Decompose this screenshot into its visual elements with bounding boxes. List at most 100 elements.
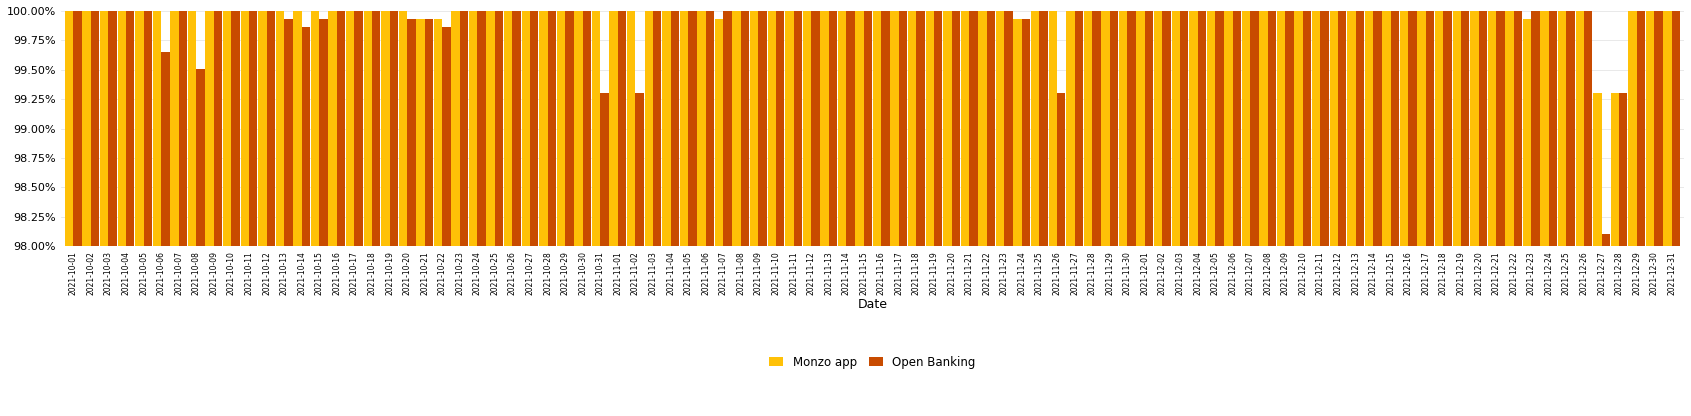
Bar xyxy=(1295,11,1302,246)
Bar xyxy=(1576,11,1584,246)
Bar xyxy=(64,11,73,246)
Bar xyxy=(776,11,785,246)
Bar xyxy=(1356,11,1365,246)
Bar xyxy=(337,11,345,246)
Bar xyxy=(259,11,267,246)
Bar xyxy=(1032,11,1040,246)
Bar xyxy=(846,11,854,246)
X-axis label: Date: Date xyxy=(857,298,888,311)
Bar xyxy=(267,11,276,246)
Bar xyxy=(1197,11,1206,246)
Bar xyxy=(1664,11,1672,246)
Bar xyxy=(1566,11,1574,246)
Bar xyxy=(152,11,161,246)
Bar xyxy=(487,11,495,246)
Bar xyxy=(1373,11,1382,246)
Bar xyxy=(1532,11,1541,246)
Bar xyxy=(171,11,179,246)
Bar xyxy=(1136,11,1145,246)
Bar xyxy=(495,11,504,246)
Bar xyxy=(504,11,512,246)
Bar xyxy=(477,11,485,246)
Bar xyxy=(424,19,433,246)
Bar xyxy=(1074,11,1082,246)
Bar xyxy=(1285,11,1294,246)
Legend: Monzo app, Open Banking: Monzo app, Open Banking xyxy=(764,351,981,373)
Bar xyxy=(460,11,468,246)
Bar xyxy=(979,11,988,246)
Bar xyxy=(1497,11,1505,246)
Bar xyxy=(1672,11,1681,246)
Bar xyxy=(451,11,460,246)
Bar xyxy=(1260,11,1268,246)
Bar xyxy=(1524,19,1532,246)
Bar xyxy=(1628,11,1637,246)
Bar xyxy=(1584,11,1593,246)
Bar xyxy=(1610,93,1618,246)
Bar xyxy=(891,11,900,246)
Bar xyxy=(1224,11,1233,246)
Bar xyxy=(1436,11,1444,246)
Bar xyxy=(1601,234,1610,246)
Bar xyxy=(575,11,583,246)
Bar xyxy=(933,11,942,246)
Bar xyxy=(355,11,364,246)
Bar xyxy=(1048,11,1057,246)
Bar xyxy=(996,11,1004,246)
Bar xyxy=(609,11,617,246)
Bar xyxy=(820,11,829,246)
Bar xyxy=(328,11,337,246)
Bar xyxy=(663,11,671,246)
Bar xyxy=(785,11,793,246)
Bar xyxy=(108,11,117,246)
Bar xyxy=(1453,11,1461,246)
Bar xyxy=(276,11,284,246)
Bar xyxy=(881,11,889,246)
Bar xyxy=(161,52,169,246)
Bar xyxy=(583,11,592,246)
Bar xyxy=(671,11,680,246)
Bar xyxy=(548,11,556,246)
Bar xyxy=(1268,11,1277,246)
Bar xyxy=(960,11,969,246)
Bar xyxy=(380,11,389,246)
Bar xyxy=(399,11,408,246)
Bar xyxy=(232,11,240,246)
Bar xyxy=(1092,11,1101,246)
Bar xyxy=(1021,19,1030,246)
Bar xyxy=(837,11,846,246)
Bar xyxy=(1426,11,1434,246)
Bar xyxy=(900,11,908,246)
Bar xyxy=(73,11,81,246)
Bar xyxy=(864,11,873,246)
Bar xyxy=(293,11,301,246)
Bar xyxy=(1057,93,1065,246)
Bar xyxy=(1302,11,1311,246)
Bar xyxy=(680,11,688,246)
Bar xyxy=(118,11,127,246)
Bar xyxy=(1645,11,1654,246)
Bar xyxy=(443,27,450,246)
Bar xyxy=(1013,19,1021,246)
Bar xyxy=(389,11,397,246)
Bar xyxy=(908,11,917,246)
Bar xyxy=(1338,11,1346,246)
Bar xyxy=(988,11,996,246)
Bar xyxy=(1329,11,1338,246)
Bar xyxy=(1312,11,1321,246)
Bar xyxy=(1216,11,1224,246)
Bar xyxy=(529,11,538,246)
Bar xyxy=(952,11,960,246)
Bar xyxy=(565,11,573,246)
Bar xyxy=(1593,93,1601,246)
Bar xyxy=(1172,11,1180,246)
Bar xyxy=(512,11,521,246)
Bar xyxy=(372,11,380,246)
Bar xyxy=(1189,11,1197,246)
Bar xyxy=(617,11,626,246)
Bar xyxy=(758,11,766,246)
Bar xyxy=(600,93,609,246)
Bar xyxy=(592,11,600,246)
Bar xyxy=(188,11,196,246)
Bar xyxy=(741,11,749,246)
